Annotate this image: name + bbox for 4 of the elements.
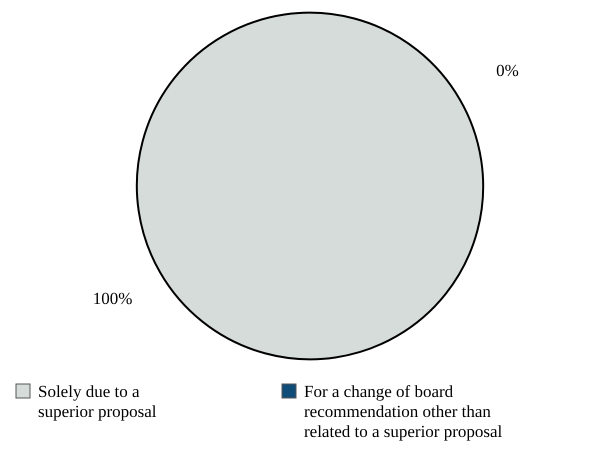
data-label: 100% [92,288,132,308]
legend-label: Solely due to a superior proposal [38,382,157,421]
text: 0% [496,60,519,80]
legend-label: For a change of board recommendation other than related to a superior proposal [304,382,503,441]
